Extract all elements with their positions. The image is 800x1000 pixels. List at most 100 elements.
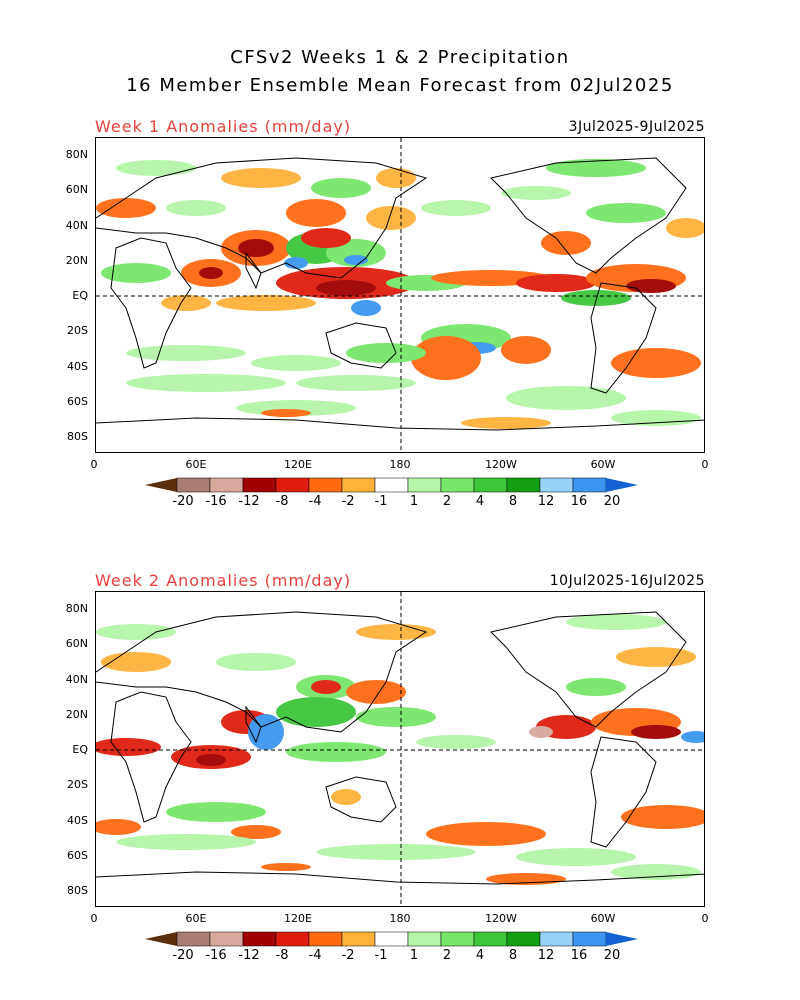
p2-lon-120e: 120E — [284, 912, 312, 925]
colorbar-cell — [374, 931, 409, 947]
p1-lon-60e: 60E — [185, 458, 207, 471]
colorbar-cell — [407, 477, 442, 493]
p2-cb-label: -16 — [205, 948, 227, 963]
p1-lat-60s: 60S — [67, 395, 88, 408]
p2-cb-label: 16 — [570, 948, 588, 963]
p1-lat-40n: 40N — [65, 219, 88, 232]
colorbar-cell — [341, 477, 376, 493]
panel1-title: Week 1 Anomalies (mm/day) — [95, 117, 352, 136]
p1-cb-label: -12 — [238, 494, 260, 509]
p2-cb-label: 20 — [603, 948, 621, 963]
colorbar-left-cap — [145, 478, 177, 492]
panel2-title: Week 2 Anomalies (mm/day) — [95, 571, 352, 590]
colorbar-cell — [176, 931, 211, 947]
panel1-map — [95, 137, 705, 453]
panel2-dates: 10Jul2025-16Jul2025 — [549, 573, 705, 589]
p2-cb-label: -8 — [275, 948, 289, 963]
colorbar-cell — [440, 931, 475, 947]
panel2-anomaly-field — [96, 592, 704, 906]
p2-cb-label: 1 — [409, 948, 419, 963]
p1-lon-0-east: 0 — [701, 458, 709, 471]
main-title-line1: CFSv2 Weeks 1 & 2 Precipitation — [230, 47, 570, 68]
colorbar-cell — [374, 477, 409, 493]
panel1-dates: 3Jul2025-9Jul2025 — [568, 119, 705, 135]
colorbar-right-cap — [606, 932, 638, 946]
p2-lon-180: 180 — [389, 912, 411, 925]
p2-cb-label: 8 — [508, 948, 518, 963]
colorbar-cell — [209, 477, 244, 493]
p2-lat-60s: 60S — [67, 849, 88, 862]
p2-cb-label: -2 — [341, 948, 355, 963]
colorbar-cell — [506, 931, 541, 947]
colorbar-cell — [275, 931, 310, 947]
p2-lon-120w: 120W — [485, 912, 517, 925]
p1-cb-label: 2 — [442, 494, 452, 509]
p1-lat-80n: 80N — [65, 148, 88, 161]
p1-lat-80s: 80S — [67, 430, 88, 443]
colorbar-cell — [308, 931, 343, 947]
colorbar-cell — [473, 931, 508, 947]
p1-cb-label: -2 — [341, 494, 355, 509]
colorbar-cell — [176, 477, 211, 493]
p1-cb-label: 4 — [475, 494, 485, 509]
colorbar-cell — [407, 931, 442, 947]
colorbar-cell — [341, 931, 376, 947]
panel1-colorbar — [145, 477, 638, 493]
colorbar-cell — [275, 477, 310, 493]
colorbar-cell — [506, 477, 541, 493]
p1-cb-label: 20 — [603, 494, 621, 509]
p1-lat-20n: 20N — [65, 254, 88, 267]
colorbar-cell — [572, 931, 607, 947]
p1-cb-label: -4 — [308, 494, 322, 509]
p1-lon-180: 180 — [389, 458, 411, 471]
colorbar-cell — [308, 477, 343, 493]
colorbar-left-cap — [145, 932, 177, 946]
p2-cb-label: 12 — [537, 948, 555, 963]
colorbar-cell — [209, 931, 244, 947]
p2-cb-label: -12 — [238, 948, 260, 963]
p2-lon-60e: 60E — [185, 912, 207, 925]
p1-lon-0: 0 — [90, 458, 98, 471]
colorbar-cell — [473, 477, 508, 493]
colorbar-cell — [539, 477, 574, 493]
p1-cb-label: 12 — [537, 494, 555, 509]
p2-lat-80s: 80S — [67, 884, 88, 897]
p2-lat-60n: 60N — [65, 637, 88, 650]
p2-cb-label: 2 — [442, 948, 452, 963]
p1-cb-label: -20 — [172, 494, 194, 509]
p1-cb-label: -16 — [205, 494, 227, 509]
p1-lat-40s: 40S — [67, 360, 88, 373]
p1-cb-label: 8 — [508, 494, 518, 509]
colorbar-cell — [539, 931, 574, 947]
p2-lat-20n: 20N — [65, 708, 88, 721]
p2-lat-80n: 80N — [65, 602, 88, 615]
p1-cb-label: 16 — [570, 494, 588, 509]
p2-lon-60w: 60W — [590, 912, 616, 925]
p2-cb-label: 4 — [475, 948, 485, 963]
p2-lat-20s: 20S — [67, 778, 88, 791]
p1-lat-20s: 20S — [67, 324, 88, 337]
p1-lat-60n: 60N — [65, 183, 88, 196]
p1-cb-label: -1 — [374, 494, 388, 509]
p2-lat-40s: 40S — [67, 814, 88, 827]
p1-cb-label: -8 — [275, 494, 289, 509]
main-title-line2: 16 Member Ensemble Mean Forecast from 02… — [126, 75, 674, 96]
p2-lon-0-east: 0 — [701, 912, 709, 925]
p2-lat-eq: EQ — [72, 743, 88, 756]
colorbar-cell — [242, 477, 277, 493]
panel2-map — [95, 591, 705, 907]
colorbar-cell — [572, 477, 607, 493]
p2-cb-label: -20 — [172, 948, 194, 963]
panel2-colorbar — [145, 931, 638, 947]
p1-lon-60w: 60W — [590, 458, 616, 471]
p1-cb-label: 1 — [409, 494, 419, 509]
p1-lon-120w: 120W — [485, 458, 517, 471]
colorbar-right-cap — [606, 478, 638, 492]
panel1-anomaly-field — [96, 138, 704, 452]
p2-cb-label: -1 — [374, 948, 388, 963]
colorbar-cell — [440, 477, 475, 493]
p2-lon-0: 0 — [90, 912, 98, 925]
p2-lat-40n: 40N — [65, 673, 88, 686]
p2-cb-label: -4 — [308, 948, 322, 963]
colorbar-cell — [242, 931, 277, 947]
